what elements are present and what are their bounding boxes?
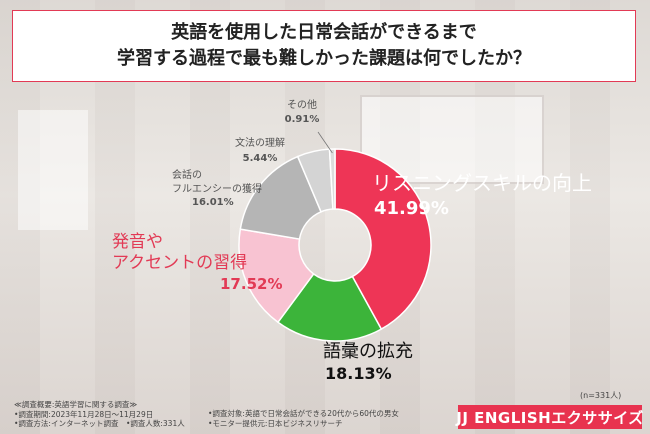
- survey-provider: •モニター提供元:日本ビジネスリサーチ: [208, 418, 343, 428]
- window: [18, 110, 88, 230]
- survey-method: •調査方法:インターネット調査 •調査人数:331人: [14, 419, 185, 428]
- survey-summary: ≪調査概要:英語学習に関する調査≫ •調査期間:2023年11月28日〜11月2…: [14, 400, 185, 429]
- pie-slice: [334, 148, 432, 331]
- slice-value-label: 0.91%: [285, 114, 320, 125]
- slice-label: フルエンシーの獲得: [172, 182, 262, 195]
- slice-value-label: 41.99%: [374, 198, 449, 219]
- slice-value-label: 16.01%: [192, 197, 234, 208]
- question-title-line1: 英語を使用した日常会話ができるまで: [171, 22, 477, 43]
- slice-label: その他: [287, 98, 317, 111]
- slice-value-label: 18.13%: [325, 364, 392, 383]
- survey-period: •調査期間:2023年11月28日〜11月29日: [14, 409, 154, 419]
- survey-target: •調査対象:英語で日常会話ができる20代から60代の男女: [208, 409, 399, 418]
- survey-title: ≪調査概要:英語学習に関する調査≫: [14, 400, 138, 409]
- pie-slice: [328, 148, 336, 210]
- pie-slice: [276, 272, 383, 342]
- pie-slice: [238, 228, 315, 324]
- slice-label: アクセントの習得: [112, 253, 247, 273]
- question-title-line2: 学習する過程で最も難しかった課題は何でしたか？: [117, 48, 531, 69]
- slice-value-label: 5.44%: [243, 153, 278, 164]
- leader-line: [317, 131, 333, 154]
- sample-size-label: (n=331人): [580, 391, 622, 400]
- slice-value-label: 17.52%: [220, 275, 282, 293]
- slice-label: 文法の理解: [235, 136, 285, 149]
- survey-summary-2: •調査対象:英語で日常会話ができる20代から60代の男女 •モニター提供元:日本…: [208, 409, 399, 428]
- question-title-box: 英語を使用した日常会話ができるまで 学習する過程で最も難しかった課題は何でしたか…: [12, 10, 636, 82]
- slice-label: 語彙の拡充: [323, 341, 413, 362]
- slice-label: 発音や: [112, 232, 163, 252]
- slice-label: 会話の: [172, 168, 202, 181]
- brand-logo: JJ ENGLISHエクササイズ: [456, 405, 643, 429]
- slice-label: リスニングスキルの向上: [372, 171, 592, 195]
